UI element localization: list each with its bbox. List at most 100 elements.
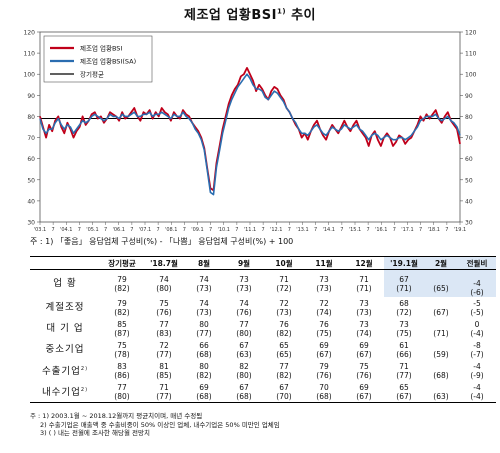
table-cell: 73 (73) [224,270,264,298]
cell-value: 67 [279,382,289,392]
bsi-table: 장기평균 '18.7월 8월 9월 10월 11월 12월 '19.1월 2월 전월비 업 황 79… [30,256,496,403]
x-tick-label: 7 [262,227,265,233]
x-tick-label: '07.1 [139,227,152,233]
cell-forecast: (73) [236,283,252,293]
column-header: '18.7월 [144,256,184,270]
cell-value: 67 [239,340,249,350]
legend-label: 장기평균 [80,70,104,79]
table-cell: 74 (73) [184,297,224,318]
table-cell: 82 (80) [224,360,264,381]
column-header: 12월 [344,256,384,270]
x-tick-label: '09.1 [191,227,204,233]
cell-value: 73 [239,274,249,284]
cell-forecast: (-4) [470,328,484,338]
cell-forecast: (68) [316,391,332,401]
table-cell: 77 (80) [100,381,144,403]
table-cell: 72 (74) [304,297,344,318]
table-cell: 80 (77) [184,318,224,339]
table-cell: 74 (80) [144,270,184,298]
cell-value: -5 [473,298,481,308]
cell-forecast: (-7) [470,349,484,359]
cell-forecast: (73) [276,307,292,317]
y-tick-label-right: 60 [465,156,473,163]
y-tick-label-right: 80 [465,114,473,121]
cell-value: 83 [117,361,127,371]
cell-forecast: (67) [433,307,449,317]
cell-value: 72 [279,298,289,308]
cell-value: 73 [359,319,369,329]
cell-value: 71 [399,361,409,371]
cell-value: -4 [473,361,481,371]
column-header: 9월 [224,256,264,270]
cell-forecast: (74) [356,328,372,338]
legend-label: 제조업 업황BSI(SA) [80,57,136,66]
table-cell: (68) [424,360,458,381]
table-cell: 66 (68) [184,339,224,360]
cell-forecast: (59) [433,349,449,359]
table-cell: (65) [424,269,458,297]
cell-forecast: (87) [114,328,130,338]
cell-value: -8 [473,340,481,350]
footnote-2: 2) 수출기업은 매출액 중 수출비중이 50% 이상인 업체, 내수기업은 5… [40,420,280,429]
cell-value: 81 [159,361,169,371]
y-tick-label-left: 30 [27,220,35,227]
cell-value: 74 [159,274,169,284]
y-tick-label-left: 70 [27,135,35,142]
table-cell: 65 (65) [264,339,304,360]
cell-forecast: (80) [236,370,252,380]
cell-forecast: (67) [316,349,332,359]
table-row: 대 기 업 85 (87) 77 (83) 80 (77) 77 (80) 76 (82) 76 (75… [30,318,496,339]
cell-extra: (-6) [470,288,484,297]
cell-value: 67 [239,382,249,392]
chart-title: 제조업 업황BSI1) 추이 [0,4,500,23]
table-cell: 67 (71) [384,269,424,297]
cell-forecast: (85) [156,370,172,380]
table-cell: 75 (76) [344,360,384,381]
row-label-sup: 2) [80,365,89,372]
cell-forecast: (67) [356,349,372,359]
table-row: 수출기업2) 83 (86) 81 (85) 80 (82) 82 (80) 77 (82) 79 (7… [30,360,496,381]
cell-forecast: (80) [114,391,130,401]
table-cell: 71 (77) [384,360,424,381]
x-tick-label: 7 [288,227,291,233]
table-cell: -4 (-6) [458,269,496,297]
cell-forecast: (73) [196,283,212,293]
column-header: 전월비 [458,256,496,270]
row-label: 계절조정 [45,302,85,313]
cell-value: 76 [279,319,289,329]
cell-value: 67 [399,274,409,284]
cell-forecast: (82) [276,370,292,380]
cell-forecast: (86) [114,370,130,380]
cell-forecast: -4 [473,279,481,288]
cell-value: 79 [117,298,127,308]
cell-value: 77 [239,319,249,329]
cell-value: 73 [319,274,329,284]
cell-forecast: (68) [433,370,449,380]
table-row: 업 황 79 (82) 74 (80) 74 (73) 73 (73) 71 (72) 73 (73) 7… [30,269,496,298]
cell-value: 77 [279,361,289,371]
table-cell: 67 (63) [224,339,264,360]
cell-value: 75 [117,340,127,350]
y-tick-label-left: 110 [24,51,36,58]
table-cell: (71) [424,318,458,339]
y-tick-label-right: 100 [465,72,477,79]
x-tick-label: '18.1 [427,227,440,233]
table-cell: 75 (76) [144,297,184,318]
cell-forecast: (78) [114,349,130,359]
table-cell: 85 (87) [100,318,144,339]
y-tick-label-right: 50 [465,177,473,184]
x-tick-label: 7 [104,227,107,233]
y-tick-label-right: 40 [465,198,473,205]
cell-forecast: (77) [196,328,212,338]
table-cell: 73 (75) [384,318,424,339]
cell-value: 69 [319,340,329,350]
y-tick-label-right: 110 [465,51,477,58]
x-tick-label: '16.1 [375,227,388,233]
table-cell: 77 (82) [264,360,304,381]
cell-forecast: (80) [236,328,252,338]
cell-forecast: (-4) [470,391,484,401]
cell-forecast: (82) [276,328,292,338]
table-cell: 70 (68) [304,381,344,403]
table-cell: 67 (68) [224,381,264,403]
cell-forecast: (83) [156,328,172,338]
